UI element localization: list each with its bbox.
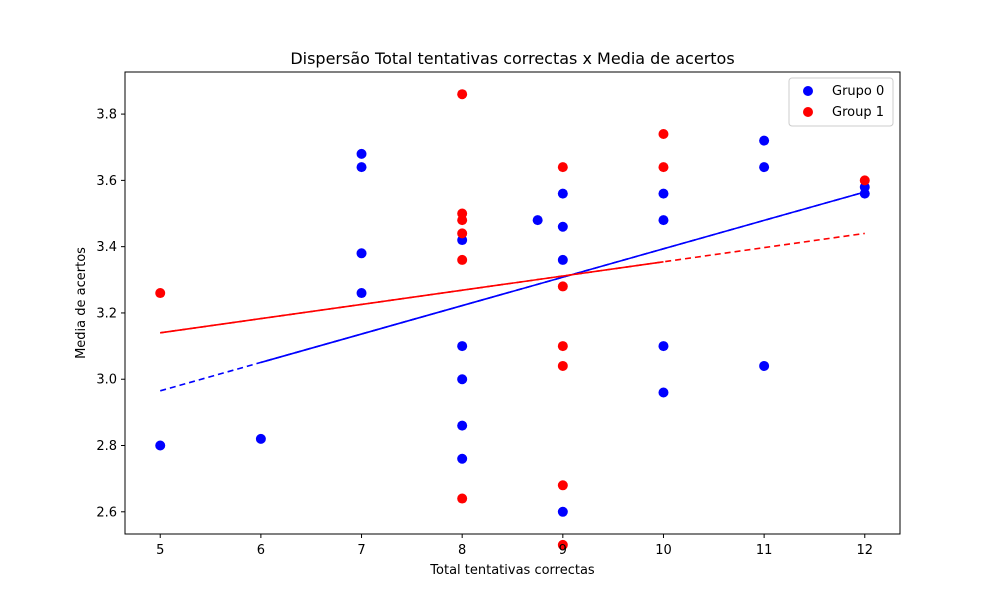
data-point-grupo-0 bbox=[457, 341, 468, 352]
data-point-grupo-0 bbox=[356, 148, 367, 159]
data-point-group-1 bbox=[859, 175, 870, 186]
data-point-group-1 bbox=[457, 215, 468, 226]
y-axis-ticks: 2.6 2.8 3.0 3.2 3.4 3.6 3.8 bbox=[96, 108, 125, 520]
data-point-grupo-0 bbox=[759, 162, 770, 173]
data-point-grupo-0 bbox=[658, 387, 669, 398]
data-point-group-1 bbox=[557, 360, 568, 371]
y-tick-label: 3.8 bbox=[96, 108, 117, 123]
y-tick-label: 3.0 bbox=[96, 373, 117, 388]
data-point-grupo-0 bbox=[356, 248, 367, 259]
y-tick-label: 3.2 bbox=[96, 306, 117, 321]
data-point-group-1 bbox=[557, 341, 568, 352]
data-point-grupo-0 bbox=[759, 135, 770, 146]
x-tick-label: 8 bbox=[458, 543, 466, 558]
data-point-grupo-0 bbox=[255, 433, 266, 444]
y-tick-label: 2.6 bbox=[96, 505, 117, 520]
legend-marker-grupo-0 bbox=[803, 86, 813, 96]
data-point-group-1 bbox=[457, 493, 468, 504]
legend-label-grupo-0: Grupo 0 bbox=[832, 84, 884, 99]
x-tick-label: 7 bbox=[357, 543, 365, 558]
data-point-grupo-0 bbox=[557, 506, 568, 517]
data-point-grupo-0 bbox=[155, 440, 166, 451]
data-point-grupo-0 bbox=[557, 188, 568, 199]
data-point-grupo-0 bbox=[356, 288, 367, 299]
legend: Grupo 0 Group 1 bbox=[788, 77, 894, 127]
data-point-grupo-0 bbox=[658, 188, 669, 199]
data-point-group-1 bbox=[557, 162, 568, 173]
data-point-group-1 bbox=[658, 128, 669, 139]
chart-title: Dispersão Total tentativas correctas x M… bbox=[290, 49, 734, 68]
data-point-grupo-0 bbox=[457, 374, 468, 385]
data-point-group-1 bbox=[557, 281, 568, 292]
data-point-group-1 bbox=[155, 288, 166, 299]
data-point-grupo-0 bbox=[457, 420, 468, 431]
data-point-grupo-0 bbox=[859, 188, 870, 199]
x-axis-label: Total tentativas correctas bbox=[429, 563, 595, 578]
plot-area bbox=[155, 89, 870, 550]
data-point-group-1 bbox=[457, 254, 468, 265]
data-point-grupo-0 bbox=[658, 215, 669, 226]
x-tick-label: 6 bbox=[257, 543, 265, 558]
data-point-grupo-0 bbox=[759, 360, 770, 371]
y-tick-label: 3.4 bbox=[96, 240, 117, 255]
legend-box bbox=[788, 77, 894, 127]
y-tick-label: 2.8 bbox=[96, 439, 117, 454]
data-point-grupo-0 bbox=[532, 215, 543, 226]
x-axis-ticks: 5 6 7 8 9 10 11 12 bbox=[156, 534, 873, 558]
x-tick-label: 5 bbox=[156, 543, 164, 558]
data-point-grupo-0 bbox=[457, 453, 468, 464]
legend-label-group-1: Group 1 bbox=[832, 105, 884, 120]
data-point-grupo-0 bbox=[557, 254, 568, 265]
data-point-group-1 bbox=[457, 228, 468, 239]
data-point-group-1 bbox=[457, 89, 468, 100]
data-point-grupo-0 bbox=[658, 341, 669, 352]
data-point-group-1 bbox=[557, 480, 568, 491]
trend-line-solid-grupo-0 bbox=[260, 191, 865, 364]
x-tick-label: 11 bbox=[756, 543, 773, 558]
axes-frame bbox=[124, 71, 901, 535]
trend-line-solid-group-1 bbox=[160, 261, 664, 334]
data-point-group-1 bbox=[658, 162, 669, 173]
y-tick-label: 3.6 bbox=[96, 174, 117, 189]
x-tick-label: 10 bbox=[655, 543, 672, 558]
x-tick-label: 12 bbox=[856, 543, 873, 558]
x-tick-label: 9 bbox=[559, 543, 567, 558]
data-point-grupo-0 bbox=[557, 221, 568, 232]
legend-marker-group-1 bbox=[803, 107, 813, 117]
data-point-grupo-0 bbox=[356, 162, 367, 173]
y-axis-label: Media de acertos bbox=[74, 247, 89, 359]
data-point-group-1 bbox=[557, 539, 568, 550]
